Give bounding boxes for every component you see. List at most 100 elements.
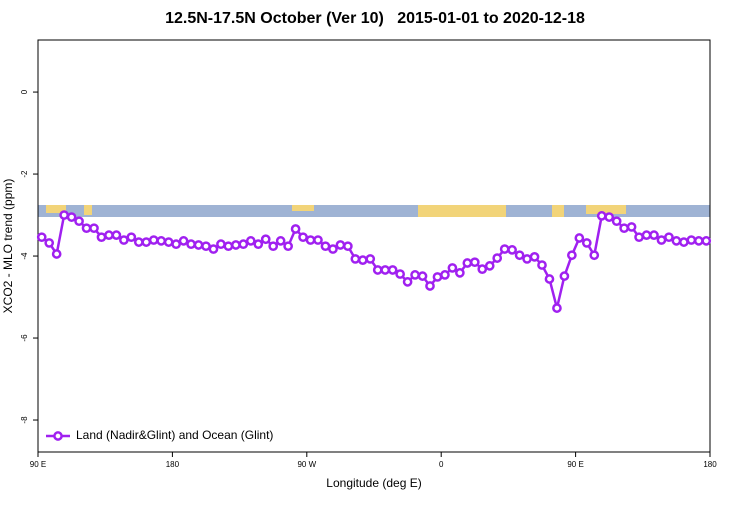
point (425, 281, 435, 291)
point (537, 260, 547, 270)
point (552, 303, 562, 313)
point (410, 270, 420, 280)
x-tick-label: 90 E (30, 460, 46, 469)
point (544, 274, 555, 284)
point (231, 240, 241, 250)
point (260, 234, 271, 245)
point (253, 239, 264, 250)
point (469, 257, 480, 268)
point (589, 250, 600, 261)
point (81, 223, 92, 234)
y-axis-label: XCO2 - MLO trend (ppm) (1, 179, 15, 314)
point (559, 271, 570, 281)
point (201, 241, 211, 252)
plot-frame (37, 39, 711, 453)
point (74, 216, 84, 227)
y-tick-label: -8 (20, 416, 29, 424)
point (581, 238, 592, 248)
point (320, 241, 331, 252)
point (447, 263, 458, 273)
point (611, 216, 622, 227)
point (305, 235, 316, 245)
point (514, 250, 525, 261)
point (133, 237, 144, 247)
point (313, 235, 323, 245)
point (649, 230, 659, 240)
point (290, 224, 301, 234)
point (507, 245, 517, 255)
point (432, 272, 443, 282)
point (59, 210, 69, 220)
point (574, 233, 585, 243)
point (529, 252, 540, 262)
point (328, 244, 338, 254)
point (51, 249, 62, 259)
point (619, 223, 629, 234)
point (567, 250, 577, 261)
y-tick-label: -2 (20, 170, 29, 178)
x-tick-label: 90 W (297, 460, 316, 469)
point (372, 265, 383, 275)
point (626, 222, 637, 232)
x-tick-label: 180 (703, 460, 717, 469)
x-axis-label: Longitude (deg E) (326, 476, 421, 490)
point (283, 241, 293, 252)
point (596, 211, 607, 221)
point (365, 254, 376, 264)
x-tick-label: 180 (166, 460, 180, 469)
point (477, 264, 488, 275)
point (641, 230, 652, 240)
point (66, 212, 77, 222)
point (208, 244, 219, 254)
point (357, 255, 368, 265)
point (148, 235, 159, 245)
point (268, 241, 279, 252)
point (693, 236, 704, 246)
y-tick-label: -6 (20, 334, 29, 342)
point (96, 232, 107, 243)
legend-label: Land (Nadir&Glint) and Ocean (Glint) (76, 428, 273, 442)
point (395, 269, 405, 279)
point (604, 212, 615, 222)
point (36, 232, 47, 243)
point (44, 238, 55, 248)
point (522, 254, 532, 264)
point (126, 232, 137, 243)
point (455, 268, 465, 278)
point (417, 271, 428, 281)
point (701, 236, 712, 246)
chart-title: 12.5N-17.5N October (Ver 10) 2015-01-01 … (165, 10, 585, 27)
point (193, 240, 204, 250)
point (499, 244, 510, 254)
point (343, 241, 353, 252)
point (686, 235, 697, 245)
point (350, 254, 361, 264)
point (335, 240, 346, 250)
point (238, 239, 249, 250)
point (178, 236, 189, 246)
point (89, 223, 99, 234)
point (656, 235, 667, 245)
y-tick-label: 0 (20, 89, 29, 94)
point (679, 237, 689, 247)
point (104, 230, 114, 240)
x-tick-label: 0 (439, 460, 444, 469)
point (440, 270, 450, 280)
point (163, 237, 174, 247)
point (245, 236, 256, 246)
point (484, 261, 495, 271)
x-tick-label: 90 E (567, 460, 583, 469)
point (380, 265, 391, 275)
point (119, 235, 129, 245)
point (664, 232, 674, 243)
legend-swatch-marker (53, 431, 63, 441)
point (186, 239, 196, 250)
point (634, 232, 644, 243)
point (298, 232, 308, 243)
point (223, 241, 234, 252)
point (387, 265, 398, 275)
y-tick-label: -4 (20, 252, 29, 260)
point (111, 230, 122, 240)
point (216, 239, 226, 250)
